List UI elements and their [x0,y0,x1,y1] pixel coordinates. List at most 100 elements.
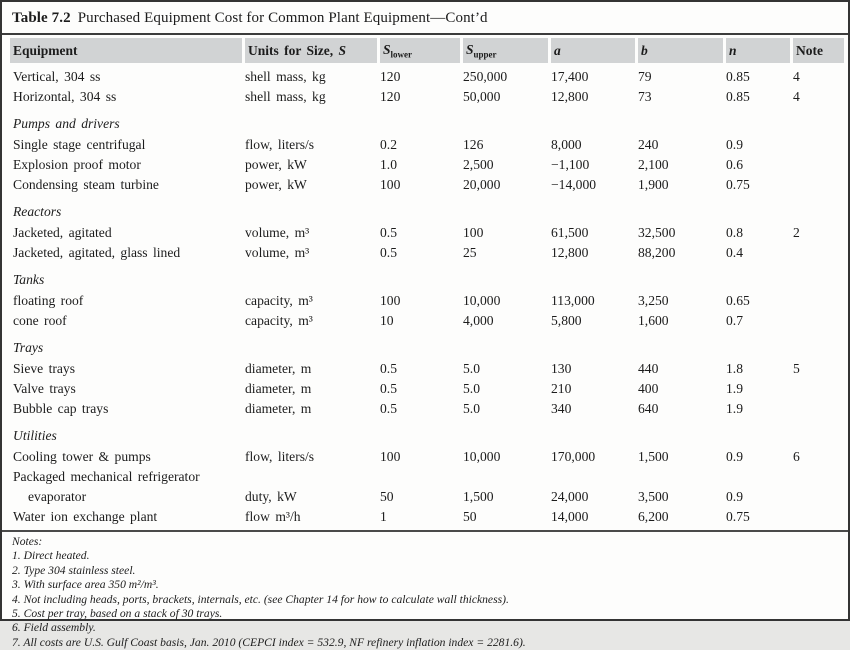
table-row: Valve trays diameter, m 0.5 5.0 210 400 … [10,379,844,399]
cell-s-upper: 20,000 [463,177,501,192]
cell-s-lower: 120 [380,89,401,104]
cell-units: volume, m³ [245,245,310,260]
cell-s-upper [460,467,548,487]
cell-s-upper: 5.0 [463,381,480,396]
cell-s-upper: 50,000 [463,89,501,104]
cell-s-lower: 100 [380,177,401,192]
cell-s-upper: 250,000 [463,69,508,84]
cell-n: 0.7 [726,313,743,328]
cell-b: 400 [638,381,659,396]
note-line: 6. Field assembly. [12,621,96,635]
col-header-b: b [635,38,723,63]
cell-n: 1.9 [726,381,743,396]
section-row: Pumps and drivers [10,107,844,135]
cell-s-upper: 2,500 [463,157,494,172]
col-header-note: Note [790,38,844,63]
notes-list: 1. Direct heated. 2. Type 304 stainless … [12,549,840,650]
table-caption: Purchased Equipment Cost for Common Plan… [77,10,488,26]
notes-divider [2,530,848,532]
cell-s-lower [377,467,460,487]
cell-s-upper: 100 [463,225,484,240]
cell-units: shell mass, kg [245,69,326,84]
cell-b: 1,600 [638,313,669,328]
table-header: Equipment Units for Size, S Slower Suppe… [10,38,844,63]
section-label: Tanks [13,271,45,287]
cell-note [790,175,844,195]
section-row: Utilities [10,419,844,447]
cell-note [790,311,844,331]
cell-units: power, kW [245,157,307,172]
section-label: Pumps and drivers [13,115,120,131]
cell-equipment: Explosion proof motor [13,157,141,172]
cell-note [790,467,844,487]
table-row: Horizontal, 304 ss shell mass, kg 120 50… [10,87,844,107]
table-row: Explosion proof motor power, kW 1.0 2,50… [10,155,844,175]
cell-units: diameter, m [245,401,312,416]
cell-n: 0.65 [726,293,750,308]
section-row: Trays [10,331,844,359]
notes-label: Notes: [12,535,43,548]
cell-units: flow, liters/s [245,137,315,152]
cell-s-upper: 4,000 [463,313,494,328]
cell-a: 12,800 [551,245,589,260]
cell-a: 170,000 [551,449,596,464]
cell-s-lower: 0.5 [380,361,397,376]
cell-n: 0.9 [726,489,743,504]
cell-b: 440 [638,361,659,376]
cell-note: 6 [793,449,800,464]
cell-b: 2,100 [638,157,669,172]
cell-note [790,379,844,399]
section-label: Utilities [13,427,57,443]
cell-note: 4 [793,69,800,84]
cell-s-upper: 126 [463,137,484,152]
cell-b: 240 [638,137,659,152]
cell-s-lower: 0.5 [380,245,397,260]
cell-s-upper: 5.0 [463,361,480,376]
cell-equipment: Vertical, 304 ss [13,69,101,84]
table-row: Single stage centrifugal flow, liters/s … [10,135,844,155]
cell-note [790,155,844,175]
equipment-cost-table: Equipment Units for Size, S Slower Suppe… [10,38,844,527]
cell-equipment: Condensing steam turbine [13,177,159,192]
section-row: Tanks [10,263,844,291]
cell-units: volume, m³ [245,225,310,240]
table-row: floating roof capacity, m³ 100 10,000 11… [10,291,844,311]
s-upper-symbol: S [466,41,474,57]
cell-equipment: Cooling tower & pumps [13,449,151,464]
cell-n: 0.75 [726,509,750,524]
cell-s-lower: 0.5 [380,401,397,416]
cell-s-upper: 10,000 [463,449,501,464]
cell-b: 3,250 [638,293,669,308]
col-header-a-label: a [554,42,561,58]
cell-units [242,467,377,487]
cell-equipment: Water ion exchange plant [13,509,158,524]
cell-s-upper: 10,000 [463,293,501,308]
cell-a: 14,000 [551,509,589,524]
cell-b: 640 [638,401,659,416]
cell-b: 1,900 [638,177,669,192]
s-upper-subscript: upper [473,49,497,60]
cell-equipment: Bubble cap trays [13,401,109,416]
section-label: Trays [13,339,44,355]
cell-equipment: cone roof [13,313,67,328]
cell-s-lower: 100 [380,449,401,464]
s-lower-symbol: S [383,41,391,57]
section-label: Reactors [13,203,62,219]
cell-units: diameter, m [245,361,312,376]
cell-note [790,399,844,419]
title-rule [2,33,848,35]
cell-s-upper: 5.0 [463,401,480,416]
cell-n [723,467,790,487]
cell-note [790,487,844,507]
note-line: 7. All costs are U.S. Gulf Coast basis, … [12,635,526,649]
cell-s-lower: 10 [380,313,394,328]
col-header-b-label: b [641,42,648,58]
cell-equipment: Packaged mechanical refrigerator [13,469,200,484]
section-row: Reactors [10,195,844,223]
cell-n: 1.9 [726,401,743,416]
cell-units: power, kW [245,177,307,192]
col-header-equipment-label: Equipment [13,42,78,58]
cell-a: 17,400 [551,69,589,84]
table-row: Sieve trays diameter, m 0.5 5.0 130 440 … [10,359,844,379]
cell-s-lower: 0.2 [380,137,397,152]
